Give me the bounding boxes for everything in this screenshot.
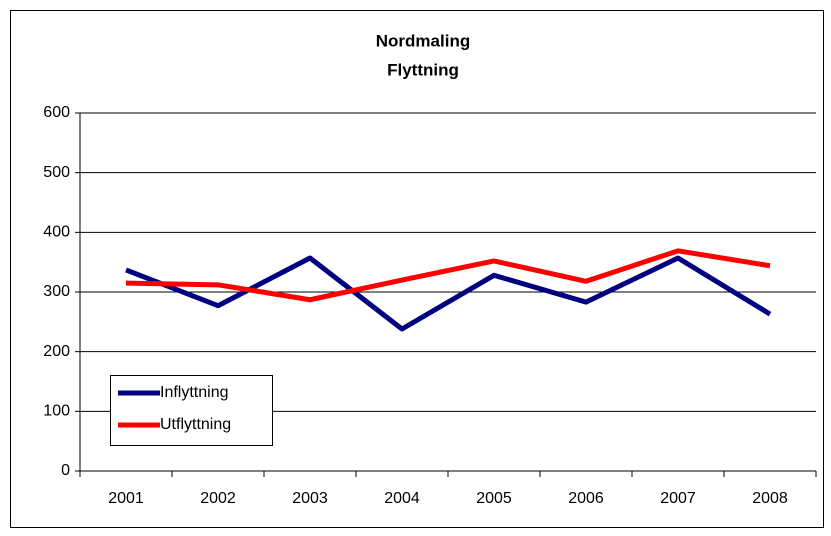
chart-title: Nordmaling [376,31,470,50]
chart-frame [10,10,824,528]
x-tick-label: 2002 [200,490,236,507]
x-tick-label: 2001 [108,490,144,507]
x-tick-label: 2006 [568,490,604,507]
x-tick-label: 2003 [292,490,328,507]
y-tick-label: 500 [43,164,70,181]
legend-label: Utflyttning [160,416,231,433]
series-line [125,248,771,303]
x-tick-label: 2005 [476,490,512,507]
legend-label: Inflyttning [160,384,228,401]
series-line [125,255,772,332]
y-tick-label: 600 [43,104,70,121]
x-tick-label: 2004 [384,490,420,507]
x-tick-label: 2007 [660,490,696,507]
y-tick-label: 400 [43,224,70,241]
x-tick-label: 2008 [752,490,788,507]
y-tick-label: 200 [43,343,70,360]
legend-box [110,375,273,446]
chart-subtitle: Flyttning [387,60,459,79]
y-tick-label: 0 [61,462,70,479]
y-tick-label: 100 [43,403,70,420]
y-tick-label: 300 [43,283,70,300]
